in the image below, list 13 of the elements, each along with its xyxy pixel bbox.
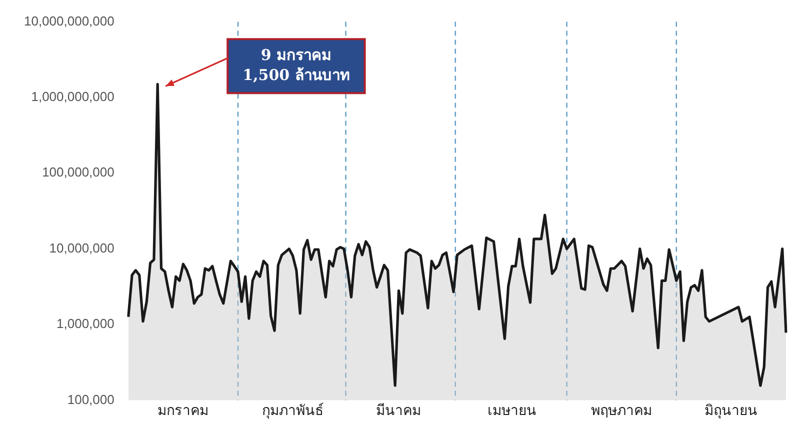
x-tick-label: มิถุนายน [704,403,758,420]
x-tick-label: มกราคม [158,403,209,420]
y-tick-label: 10,000,000,000 [24,13,114,28]
y-tick-label: 1,000,000 [56,316,114,332]
y-tick-label: 10,000,000 [49,240,114,256]
y-tick-label: 100,000,000 [42,164,114,180]
x-tick-label: กุมภาพันธ์ [262,402,324,420]
annotation: 9 มกราคม 1,500 ล้านบาท [242,46,350,84]
x-tick-label: มีนาคม [376,403,422,420]
x-tick-label: เมษายน [487,403,536,420]
y-tick-label: 100,000 [67,392,114,407]
y-tick-label: 1,000,000,000 [31,89,114,104]
x-tick-label: พฤษภาคม [591,403,652,420]
